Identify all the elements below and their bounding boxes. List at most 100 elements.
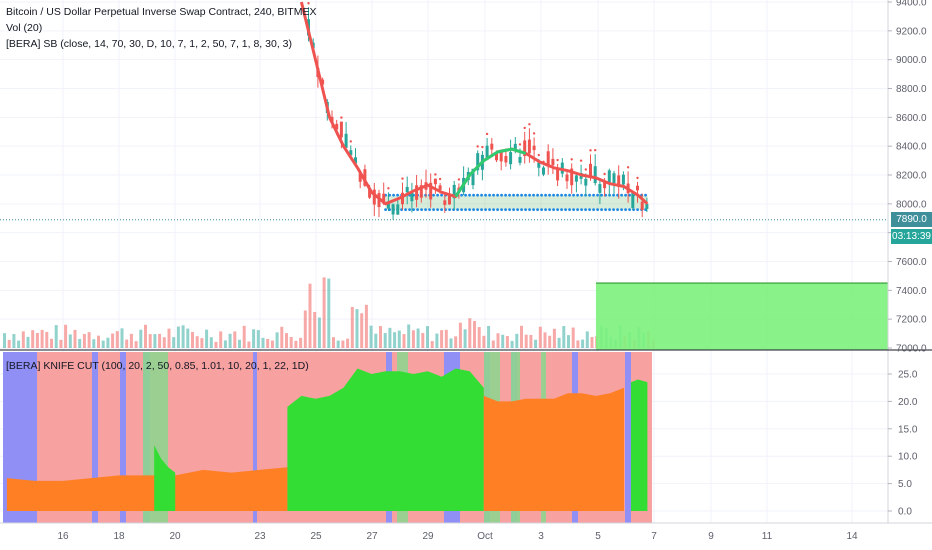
volume-bar — [97, 335, 100, 348]
support-band-dot-bottom — [500, 208, 503, 212]
support-band-dot-top — [392, 193, 395, 197]
support-band-dot-top — [628, 193, 631, 197]
time-tick-label: 27 — [366, 531, 378, 542]
candle-body — [321, 79, 325, 85]
knife-tick-label: 10.0 — [898, 452, 918, 463]
time-tick-label: 18 — [113, 531, 125, 542]
volume-bar — [223, 340, 227, 348]
support-band-dot-bottom — [636, 208, 639, 212]
candle-body — [513, 143, 517, 151]
time-tick-label: 9 — [708, 531, 714, 542]
candle-marker — [485, 132, 489, 136]
volume-bar — [590, 337, 594, 348]
candle-body — [476, 153, 480, 171]
candlesticks[interactable] — [307, 2, 649, 220]
volume-bar — [374, 333, 378, 348]
knife-axis[interactable]: 25.0 20.0 15.0 10.0 5.0 0.0 — [888, 370, 918, 518]
volume-bar — [567, 335, 570, 348]
support-band-dot-top — [560, 193, 563, 197]
volume-bar — [289, 336, 293, 348]
volume-bar — [317, 317, 321, 348]
volume-bar — [336, 340, 340, 348]
price-tick-label: 8600.0 — [896, 113, 927, 124]
support-band-dot-bottom — [456, 208, 459, 212]
support-band-dot-bottom — [468, 208, 471, 212]
price-tick-label: 9400.0 — [896, 0, 927, 9]
price-tick-label: 7600.0 — [896, 257, 927, 268]
support-band-dot-top — [512, 193, 515, 197]
candle-marker — [438, 177, 442, 181]
support-band-dot-bottom — [540, 208, 543, 212]
volume-bar — [233, 331, 237, 348]
volume-bar — [158, 333, 162, 348]
candle-body — [438, 185, 442, 190]
knife-bg-blue — [253, 352, 257, 523]
time-tick-label: 7 — [651, 531, 657, 542]
support-band-dot-bottom — [604, 208, 607, 212]
support-band-dot-bottom — [624, 208, 627, 212]
candle-marker — [518, 143, 522, 146]
time-axis[interactable]: 16 18 20 23 25 27 29 Oct 3 5 7 9 11 14 — [57, 531, 858, 542]
volume-bar — [473, 321, 476, 348]
candle-marker — [579, 159, 583, 162]
volume-bar — [111, 333, 115, 348]
volume-bar — [350, 306, 354, 348]
volume-bar — [280, 326, 284, 348]
candle-body — [589, 163, 592, 178]
volume-bar — [440, 330, 444, 348]
volume-bar — [397, 330, 401, 348]
support-band-dot-bottom — [564, 208, 567, 212]
support-band-dot-top — [572, 193, 575, 197]
candle-marker — [523, 126, 526, 130]
support-band-dot-bottom — [596, 208, 599, 212]
knife-area — [6, 368, 648, 511]
volume-bar — [87, 332, 91, 348]
candle-body — [565, 174, 569, 182]
support-band-dot-top — [492, 193, 495, 197]
price-tick-label: 7000.0 — [896, 344, 927, 355]
volume-bar — [144, 324, 147, 348]
volume-bar — [585, 331, 589, 348]
volume-bar — [252, 329, 256, 348]
knife-bg-blue — [92, 352, 98, 523]
volume-bar — [421, 332, 425, 348]
volume-bar — [557, 337, 561, 348]
support-band-dot-top — [508, 193, 511, 197]
candle-body — [339, 121, 343, 138]
volume-bar — [402, 334, 406, 348]
knife-legend[interactable]: [BERA] KNIFE CUT (100, 20, 2, 50, 0.85, … — [6, 360, 309, 372]
volume-bar — [12, 334, 16, 348]
support-band-dot-bottom — [408, 208, 411, 212]
volume-bar — [64, 324, 68, 348]
candle-marker — [603, 172, 606, 176]
support-band-dot-bottom — [560, 208, 563, 212]
support-band-dot-bottom — [448, 208, 451, 212]
volume-bar — [496, 333, 500, 348]
volume-bar — [543, 332, 547, 348]
price-tick-label: 8200.0 — [896, 171, 927, 182]
sb-legend[interactable]: [BERA] SB (close, 14, 70, 30, D, 10, 7, … — [6, 38, 292, 50]
time-tick-label: 14 — [846, 531, 858, 542]
trend-line — [299, 1, 649, 206]
volume-bar — [458, 322, 462, 348]
volume-legend[interactable]: Vol (20) — [6, 22, 43, 34]
volume-bar — [369, 325, 373, 348]
price-axis[interactable]: 9400.0 9200.0 9000.0 8800.0 8600.0 8400.0 8200… — [888, 0, 927, 355]
volume-bar — [242, 325, 246, 348]
candle-body — [636, 185, 639, 191]
candle-body — [415, 185, 419, 200]
candle-body — [410, 191, 414, 202]
chart-title[interactable]: Bitcoin / US Dollar Perpetual Inverse Sw… — [6, 6, 317, 18]
volume-bar — [256, 330, 260, 348]
support-band-dot-bottom — [620, 208, 623, 212]
volume-bar — [510, 340, 514, 348]
support-band-dot-top — [624, 193, 627, 197]
volume-bar — [477, 327, 481, 348]
support-band-dot-bottom — [504, 208, 507, 212]
candle-marker — [340, 116, 343, 119]
candle-body — [645, 203, 649, 209]
support-band-dot-bottom — [412, 208, 415, 212]
volume-bar — [346, 338, 350, 348]
volume-bar — [59, 339, 63, 348]
